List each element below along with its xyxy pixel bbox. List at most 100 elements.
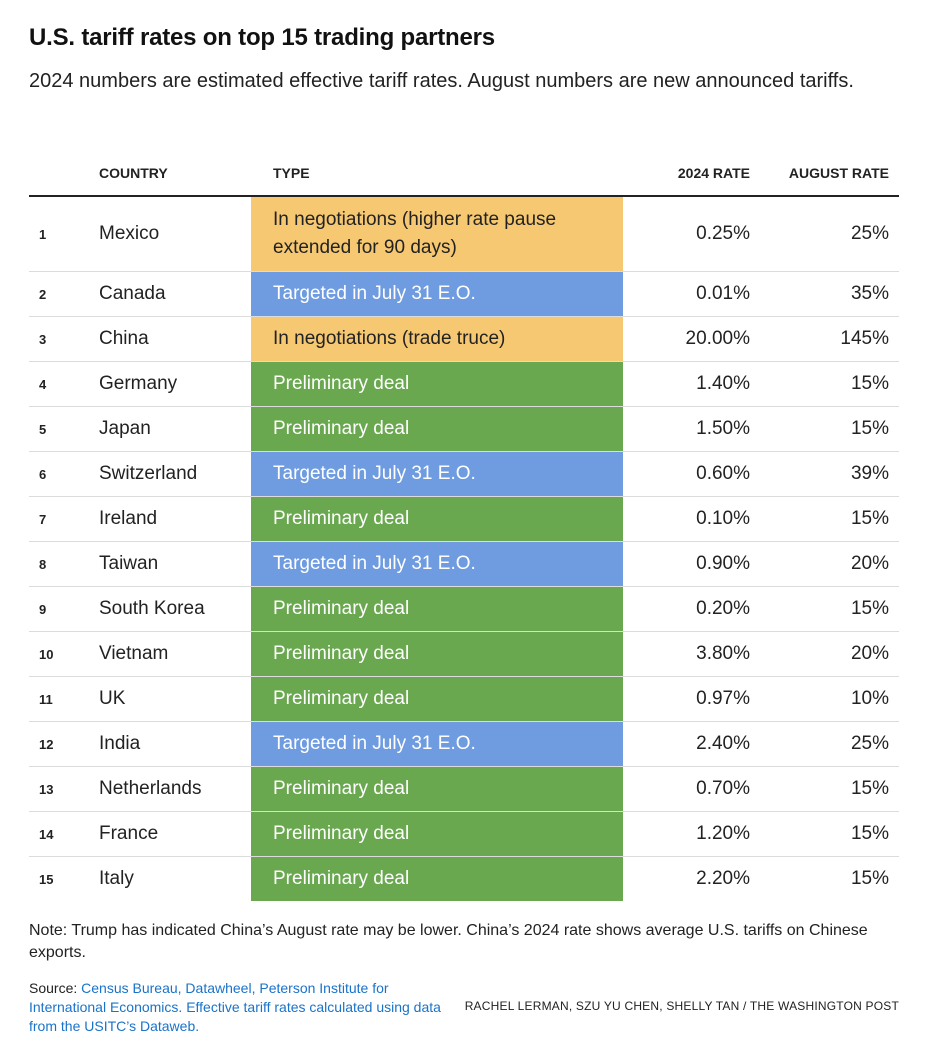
- rate-august-cell: 15%: [850, 868, 889, 889]
- rate-2024-cell: 0.70%: [623, 766, 750, 812]
- country-cell: Japan: [99, 406, 251, 452]
- country-cell: UK: [99, 676, 251, 722]
- table-row: 13 Netherlands Preliminary deal 0.70% 15%: [29, 766, 899, 812]
- table-row: 5 Japan Preliminary deal 1.50% 15%: [29, 406, 899, 452]
- country-cell: Italy: [99, 868, 134, 889]
- chart-subtitle: 2024 numbers are estimated effective tar…: [29, 70, 854, 92]
- rank-cell: 8: [29, 541, 99, 587]
- rate-august-cell: 15%: [750, 361, 899, 407]
- rate-august-cell: 39%: [750, 451, 899, 497]
- table-row: 3 China In negotiations (trade truce) 20.00…: [29, 316, 899, 362]
- table-row: 7 Ireland Preliminary deal 0.10% 15%: [29, 496, 899, 542]
- country-cell: China: [99, 316, 251, 362]
- rank-cell: 4: [29, 361, 99, 407]
- type-cell: In negotiations (trade truce): [251, 316, 623, 362]
- type-cell: Targeted in July 31 E.O.: [251, 721, 623, 767]
- type-cell: Preliminary deal: [251, 766, 623, 812]
- rate-2024-cell: 0.60%: [623, 451, 750, 497]
- rate-august-cell: 15%: [750, 766, 899, 812]
- country-cell: Canada: [99, 271, 251, 317]
- rate-2024-cell: 3.80%: [623, 631, 750, 677]
- header-type: TYPE: [251, 150, 623, 197]
- type-cell: Targeted in July 31 E.O.: [251, 451, 623, 497]
- rate-august-cell: 20%: [750, 541, 899, 587]
- type-cell: Preliminary deal: [251, 496, 623, 542]
- rate-2024-cell: 1.20%: [623, 811, 750, 857]
- chart-title: U.S. tariff rates on top 15 trading part…: [29, 24, 495, 51]
- credit-line: RACHEL LERMAN, SZU YU CHEN, SHELLY TAN /…: [464, 999, 899, 1013]
- header-2024-rate: 2024 RATE: [623, 150, 750, 197]
- rate-2024-cell: 2.20%: [696, 868, 750, 889]
- rate-2024-cell: 0.10%: [623, 496, 750, 542]
- table-row: 2 Canada Targeted in July 31 E.O. 0.01% 35%: [29, 271, 899, 317]
- rank-cell: 2: [29, 271, 99, 317]
- rank-cell: 15: [39, 871, 54, 887]
- rate-2024-cell: 1.50%: [623, 406, 750, 452]
- rank-cell: 14: [29, 811, 99, 857]
- tariff-table: COUNTRY TYPE 2024 RATE AUGUST RATE 1 Mexi…: [29, 150, 899, 901]
- rate-august-cell: 15%: [750, 406, 899, 452]
- country-cell: India: [99, 721, 251, 767]
- rate-2024-cell: 1.40%: [623, 361, 750, 407]
- type-cell: In negotiations (higher rate pause exten…: [251, 196, 623, 272]
- rate-2024-cell: 0.97%: [623, 676, 750, 722]
- country-cell: South Korea: [99, 586, 251, 632]
- type-cell: Preliminary deal: [251, 811, 623, 857]
- footnote: Note: Trump has indicated China’s August…: [29, 922, 868, 961]
- country-cell: Taiwan: [99, 541, 251, 587]
- source-label: Source:: [29, 980, 82, 996]
- rate-august-cell: 15%: [750, 811, 899, 857]
- rank-cell: 6: [29, 451, 99, 497]
- table-row: 11 UK Preliminary deal 0.97% 10%: [29, 676, 899, 722]
- rate-august-cell: 145%: [750, 316, 899, 362]
- table-row: 1 Mexico In negotiations (higher rate paus…: [29, 196, 899, 272]
- rank-cell: 3: [29, 316, 99, 362]
- rank-cell: 13: [29, 766, 99, 812]
- type-cell: Targeted in July 31 E.O.: [251, 541, 623, 587]
- rate-2024-cell: 20.00%: [623, 316, 750, 362]
- table-row: 4 Germany Preliminary deal 1.40% 15%: [29, 361, 899, 407]
- country-cell: Netherlands: [99, 766, 251, 812]
- rate-august-cell: 25%: [750, 196, 899, 272]
- country-cell: Germany: [99, 361, 251, 407]
- type-cell: Preliminary deal: [251, 406, 623, 452]
- rate-august-cell: 10%: [750, 676, 899, 722]
- rate-2024-cell: 0.20%: [623, 586, 750, 632]
- type-cell: Preliminary deal: [251, 676, 623, 722]
- type-cell: Preliminary deal: [251, 856, 623, 901]
- country-cell: France: [99, 811, 251, 857]
- rate-2024-cell: 0.01%: [623, 271, 750, 317]
- header-august-rate: AUGUST RATE: [750, 150, 899, 197]
- country-cell: Mexico: [99, 196, 251, 272]
- table-row: 9 South Korea Preliminary deal 0.20% 15%: [29, 586, 899, 632]
- type-cell: Targeted in July 31 E.O.: [251, 271, 623, 317]
- rank-cell: 7: [29, 496, 99, 542]
- rate-august-cell: 15%: [750, 496, 899, 542]
- rate-2024-cell: 2.40%: [623, 721, 750, 767]
- header-country: COUNTRY: [99, 150, 251, 197]
- header-row: COUNTRY TYPE 2024 RATE AUGUST RATE: [29, 150, 899, 197]
- type-cell: Preliminary deal: [251, 631, 623, 677]
- type-cell: Preliminary deal: [251, 361, 623, 407]
- source-line: Source: Census Bureau, Datawheel, Peters…: [29, 979, 449, 1036]
- country-cell: Vietnam: [99, 631, 251, 677]
- rank-cell: 1: [29, 196, 99, 272]
- rate-august-cell: 15%: [750, 586, 899, 632]
- table-row: 15 Italy Preliminary deal 2.20% 15%: [29, 856, 899, 901]
- header-rank: [29, 150, 99, 197]
- type-cell: Preliminary deal: [251, 586, 623, 632]
- rank-cell: 9: [29, 586, 99, 632]
- table-row: 10 Vietnam Preliminary deal 3.80% 20%: [29, 631, 899, 677]
- table-row: 8 Taiwan Targeted in July 31 E.O. 0.90% 20%: [29, 541, 899, 587]
- rate-2024-cell: 0.25%: [623, 196, 750, 272]
- table-row: 6 Switzerland Targeted in July 31 E.O. 0.60…: [29, 451, 899, 497]
- table-row: 12 India Targeted in July 31 E.O. 2.40% 25%: [29, 721, 899, 767]
- rank-cell: 10: [29, 631, 99, 677]
- table-body: 1 Mexico In negotiations (higher rate paus…: [29, 196, 899, 901]
- country-cell: Ireland: [99, 496, 251, 542]
- rate-2024-cell: 0.90%: [623, 541, 750, 587]
- rate-august-cell: 35%: [750, 271, 899, 317]
- source-link[interactable]: Census Bureau, Datawheel, Peterson Insti…: [29, 980, 441, 1034]
- rate-august-cell: 20%: [750, 631, 899, 677]
